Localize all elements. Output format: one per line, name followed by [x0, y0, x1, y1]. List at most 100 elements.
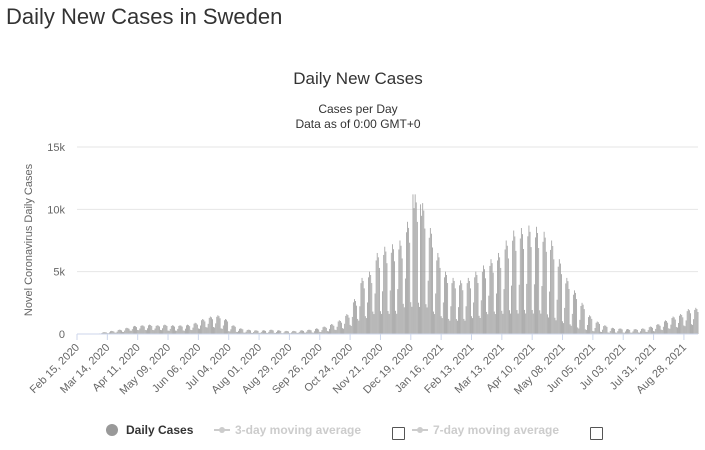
daily-case-bar[interactable] [608, 332, 610, 334]
daily-case-bar[interactable] [165, 325, 167, 334]
daily-case-bar[interactable] [246, 330, 248, 334]
daily-case-bar[interactable] [539, 310, 541, 334]
daily-case-bar[interactable] [460, 280, 462, 334]
daily-case-bar[interactable] [247, 329, 249, 334]
daily-case-bar[interactable] [135, 326, 136, 334]
daily-case-bar[interactable] [583, 309, 585, 334]
daily-case-bar[interactable] [342, 328, 343, 334]
daily-case-bar[interactable] [605, 325, 607, 334]
daily-case-bar[interactable] [347, 315, 349, 334]
daily-case-bar[interactable] [131, 329, 133, 334]
daily-case-bar[interactable] [163, 325, 165, 334]
daily-case-bar[interactable] [406, 232, 407, 334]
daily-case-bar[interactable] [672, 316, 674, 334]
daily-case-bar[interactable] [372, 311, 374, 334]
daily-case-bar[interactable] [104, 332, 106, 334]
daily-case-bar[interactable] [114, 332, 116, 334]
daily-case-bar[interactable] [565, 283, 567, 334]
daily-case-bar[interactable] [346, 314, 348, 334]
daily-case-bar[interactable] [403, 307, 405, 334]
daily-case-bar[interactable] [444, 277, 445, 334]
daily-case-bar[interactable] [121, 330, 122, 334]
daily-case-bar[interactable] [138, 330, 140, 334]
daily-case-bar[interactable] [421, 215, 423, 334]
daily-case-bar[interactable] [606, 326, 608, 334]
daily-case-bar[interactable] [213, 327, 214, 334]
daily-case-bar[interactable] [674, 319, 676, 334]
daily-case-bar[interactable] [304, 332, 305, 334]
daily-case-bar[interactable] [324, 326, 326, 334]
daily-case-bar[interactable] [455, 319, 457, 334]
daily-case-bar[interactable] [158, 326, 160, 334]
daily-case-bar[interactable] [587, 325, 588, 334]
daily-case-bar[interactable] [685, 320, 687, 334]
daily-case-bar[interactable] [328, 331, 329, 334]
daily-case-bar[interactable] [426, 307, 428, 334]
daily-case-bar[interactable] [645, 331, 647, 334]
daily-case-bar[interactable] [506, 245, 508, 334]
daily-case-bar[interactable] [219, 318, 221, 334]
daily-case-bar[interactable] [677, 327, 678, 334]
daily-case-bar[interactable] [400, 245, 402, 334]
daily-case-bar[interactable] [208, 317, 210, 334]
daily-case-bar[interactable] [254, 330, 256, 334]
daily-case-bar[interactable] [620, 328, 622, 334]
daily-case-bar[interactable] [522, 234, 523, 334]
daily-case-bar[interactable] [169, 328, 171, 334]
daily-case-bar[interactable] [695, 307, 697, 334]
daily-case-bar[interactable] [201, 320, 203, 334]
daily-case-bar[interactable] [344, 323, 346, 334]
daily-case-bar[interactable] [535, 237, 536, 334]
daily-case-bar[interactable] [387, 311, 389, 334]
daily-case-bar[interactable] [447, 283, 449, 334]
daily-case-bar[interactable] [490, 259, 492, 334]
daily-case-bar[interactable] [334, 329, 336, 334]
daily-case-bar[interactable] [269, 330, 271, 334]
daily-case-bar[interactable] [576, 299, 578, 334]
daily-case-bar[interactable] [226, 319, 227, 334]
daily-case-bar[interactable] [552, 246, 554, 334]
daily-case-bar[interactable] [111, 330, 113, 334]
daily-case-bar[interactable] [616, 332, 618, 334]
daily-case-bar[interactable] [110, 331, 111, 334]
daily-case-bar[interactable] [383, 254, 385, 334]
daily-case-bar[interactable] [657, 324, 659, 334]
daily-case-bar[interactable] [451, 283, 453, 334]
daily-case-bar[interactable] [519, 238, 521, 334]
daily-case-bar[interactable] [667, 322, 669, 334]
daily-case-bar[interactable] [272, 330, 274, 334]
daily-case-bar[interactable] [485, 278, 486, 334]
daily-case-bar[interactable] [296, 332, 298, 334]
daily-case-bar[interactable] [132, 326, 134, 335]
daily-case-bar[interactable] [529, 231, 531, 334]
daily-case-bar[interactable] [585, 329, 587, 334]
daily-case-bar[interactable] [388, 313, 390, 334]
daily-case-bar[interactable] [473, 302, 475, 334]
daily-case-bar[interactable] [240, 328, 242, 334]
daily-case-bar[interactable] [352, 302, 354, 334]
daily-case-bar[interactable] [621, 329, 623, 334]
daily-case-bar[interactable] [458, 307, 459, 334]
daily-case-bar[interactable] [563, 323, 564, 334]
daily-case-bar[interactable] [148, 325, 149, 334]
daily-case-bar[interactable] [302, 330, 303, 334]
legend-item-7day-average[interactable]: 7-day moving average [412, 423, 559, 437]
daily-case-bar[interactable] [377, 257, 379, 334]
daily-case-bar[interactable] [310, 330, 312, 334]
daily-case-bar[interactable] [488, 295, 490, 334]
daily-case-bar[interactable] [492, 272, 494, 334]
daily-case-bar[interactable] [306, 331, 308, 334]
daily-case-bar[interactable] [412, 194, 414, 334]
daily-case-bar[interactable] [157, 325, 159, 334]
daily-case-bar[interactable] [592, 330, 594, 334]
daily-case-bar[interactable] [668, 328, 670, 334]
daily-case-bar[interactable] [630, 332, 632, 334]
daily-case-bar[interactable] [184, 328, 186, 334]
daily-case-bar[interactable] [274, 332, 276, 334]
daily-case-bar[interactable] [431, 233, 432, 334]
daily-case-bar[interactable] [186, 325, 187, 334]
daily-case-bar[interactable] [669, 328, 671, 334]
daily-case-bar[interactable] [175, 330, 177, 334]
daily-case-bar[interactable] [652, 327, 653, 334]
daily-case-bar[interactable] [359, 306, 361, 334]
